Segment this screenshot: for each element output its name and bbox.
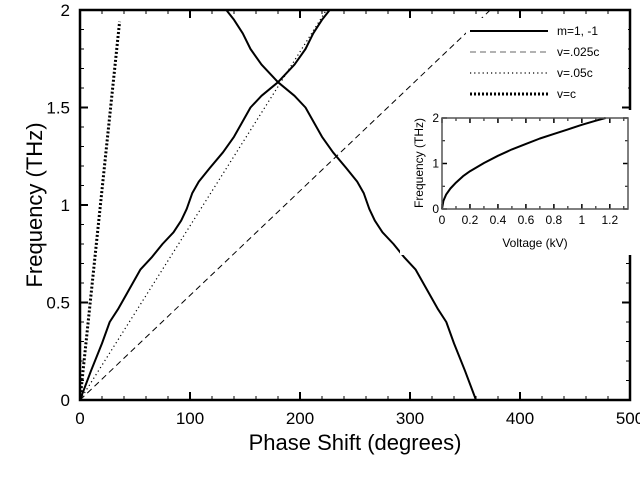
y-axis-label: Frequency (THz) [22, 122, 47, 287]
legend-label: m=1, -1 [557, 24, 598, 38]
y-tick-label: 1 [61, 196, 70, 215]
inset-frame [441, 117, 629, 210]
inset-x-tick-label: 0.8 [546, 213, 563, 227]
inset-y-axis-label: Frequency (THz) [412, 118, 426, 208]
inset-plot: 0 0.2 0.4 0.6 0.8 1 1.2 0 1 2 [400, 110, 632, 255]
inset-x-axis-label: Voltage (kV) [502, 236, 567, 250]
inset-y-tick-label: 1 [432, 157, 439, 171]
x-tick-label: 500 [616, 409, 640, 428]
x-tick-label: 400 [506, 409, 534, 428]
x-axis-label: Phase Shift (degrees) [249, 430, 462, 455]
legend-label: v=.05c [557, 66, 593, 80]
series-line-v-c-4 [80, 21, 122, 400]
inset-y-tick-label: 0 [432, 202, 439, 216]
x-tick-label: 100 [176, 409, 204, 428]
y-tick-label: 2 [61, 1, 70, 20]
x-tick-label: 300 [396, 409, 424, 428]
inset-x-tick-label: 0.4 [490, 213, 507, 227]
series-line-m-1-1-1 [225, 10, 477, 400]
y-tick-label: 0.5 [46, 293, 70, 312]
inset-x-tick-label: 0.2 [462, 213, 479, 227]
x-tick-label: 200 [286, 409, 314, 428]
legend-label: v=.025c [557, 45, 599, 59]
legend-background [466, 18, 628, 106]
y-tick-label: 0 [61, 391, 70, 410]
inset-x-tick-label: 1.2 [601, 213, 618, 227]
series-line-m-1-1-0 [80, 10, 331, 400]
inset-x-tick-label: 1 [579, 213, 586, 227]
series-line-v-025c-2 [80, 10, 491, 400]
inset-plot-background [442, 118, 628, 209]
inset-series-line-0 [441, 117, 606, 210]
x-tick-label: 0 [75, 409, 84, 428]
legend: m=1, -1 v=.025c v=.05c v=c [466, 18, 628, 106]
inset-x-tick-label: 0 [439, 213, 446, 227]
y-tick-label: 1.5 [46, 98, 70, 117]
inset-x-tick-label: 0.6 [518, 213, 535, 227]
inset-y-tick-label: 2 [432, 111, 439, 125]
legend-label: v=c [557, 87, 576, 101]
